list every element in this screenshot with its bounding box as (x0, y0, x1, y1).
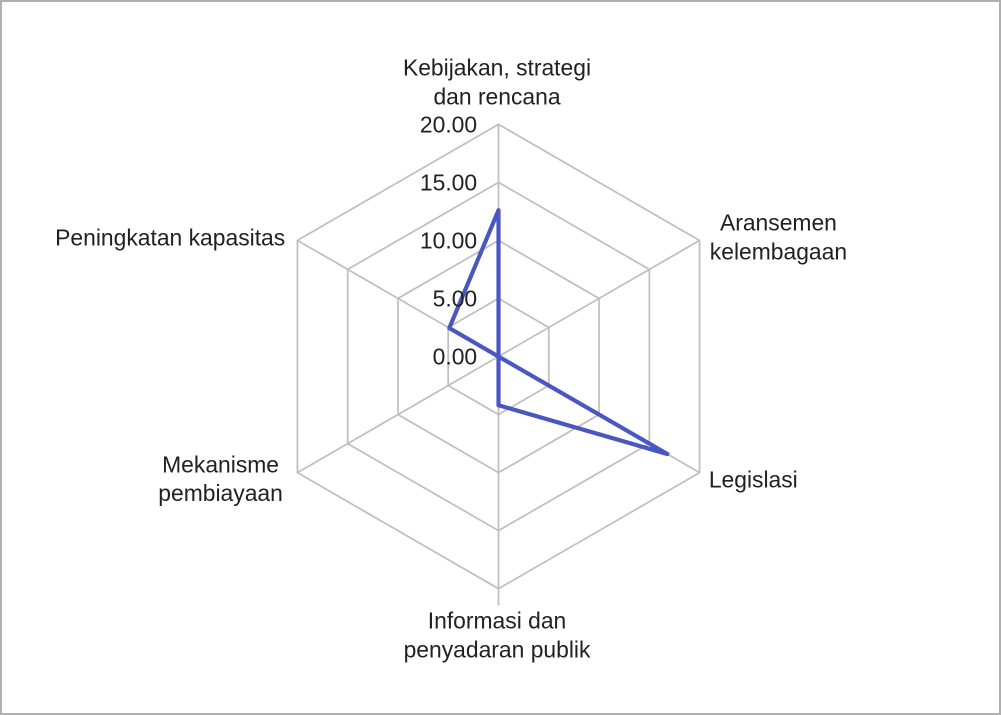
category-label-1: Aransemen kelembagaan (710, 210, 847, 265)
category-label-3: Informasi dan penyadaran publik (404, 607, 591, 662)
axis-spoke-1 (498, 239, 701, 358)
value-axis-tick-label: 20.00 (420, 111, 477, 137)
value-axis-tick-label: 0.00 (433, 343, 478, 369)
category-label-2: Legislasi (709, 466, 798, 492)
value-axis-tick-label: 5.00 (433, 285, 478, 311)
category-label-5: Peningkatan kapasitas (55, 225, 285, 251)
value-axis-tick-label: 15.00 (420, 169, 477, 195)
category-label-4: Mekanisme pembiayaan (158, 451, 283, 506)
axis-spoke-4 (296, 355, 499, 474)
category-label-0: Kebijakan, strategi dan rencana (403, 55, 591, 110)
series-polygon (447, 208, 670, 457)
value-axis-tick-label: 10.00 (420, 227, 477, 253)
